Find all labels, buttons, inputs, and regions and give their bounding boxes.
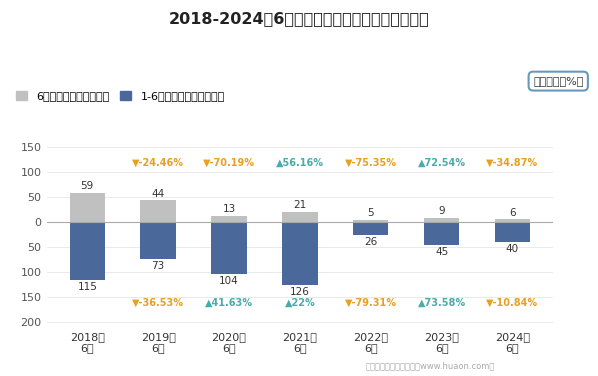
Text: ▼-34.87%: ▼-34.87% bbox=[486, 157, 538, 167]
Text: 115: 115 bbox=[77, 282, 97, 292]
Text: 44: 44 bbox=[151, 189, 165, 199]
Text: 2018-2024年6月郑州商品交易所棉纱期货成交量: 2018-2024年6月郑州商品交易所棉纱期货成交量 bbox=[169, 11, 429, 26]
Text: 21: 21 bbox=[293, 200, 306, 210]
Bar bbox=[141, 222, 176, 259]
Bar bbox=[69, 193, 105, 222]
Bar bbox=[141, 200, 176, 222]
Text: 同比增速（%）: 同比增速（%） bbox=[533, 76, 584, 86]
Bar bbox=[282, 222, 318, 285]
Text: 13: 13 bbox=[222, 204, 236, 214]
Text: ▼-10.84%: ▼-10.84% bbox=[486, 298, 538, 308]
Text: ▲56.16%: ▲56.16% bbox=[276, 157, 324, 167]
Text: 73: 73 bbox=[151, 261, 165, 271]
Text: ▲72.54%: ▲72.54% bbox=[417, 157, 466, 167]
Text: ▲73.58%: ▲73.58% bbox=[417, 298, 466, 308]
Text: ▼-24.46%: ▼-24.46% bbox=[132, 157, 184, 167]
Bar bbox=[495, 222, 530, 242]
Bar bbox=[495, 219, 530, 222]
Text: ▲22%: ▲22% bbox=[285, 298, 315, 308]
Bar bbox=[69, 222, 105, 280]
Text: 40: 40 bbox=[506, 244, 519, 254]
Legend: 6月期货成交量（万手）, 1-6月期货成交量（万手）: 6月期货成交量（万手）, 1-6月期货成交量（万手） bbox=[11, 87, 229, 106]
Text: 制图：华经产业研究院（www.huaon.com）: 制图：华经产业研究院（www.huaon.com） bbox=[366, 361, 495, 370]
Text: 6: 6 bbox=[509, 208, 515, 218]
Bar bbox=[353, 220, 389, 222]
Bar bbox=[424, 218, 459, 222]
Text: ▲41.63%: ▲41.63% bbox=[205, 298, 253, 308]
Bar bbox=[211, 216, 247, 222]
Text: 59: 59 bbox=[81, 181, 94, 191]
Text: 45: 45 bbox=[435, 247, 448, 257]
Text: 9: 9 bbox=[438, 206, 445, 216]
Text: ▼-36.53%: ▼-36.53% bbox=[132, 298, 184, 308]
Bar bbox=[424, 222, 459, 245]
Text: ▼-70.19%: ▼-70.19% bbox=[203, 157, 255, 167]
Bar bbox=[211, 222, 247, 274]
Text: ▼-79.31%: ▼-79.31% bbox=[344, 298, 396, 308]
Bar bbox=[282, 212, 318, 222]
Text: 104: 104 bbox=[219, 276, 239, 286]
Text: ▼-75.35%: ▼-75.35% bbox=[344, 157, 396, 167]
Text: 26: 26 bbox=[364, 237, 377, 247]
Text: 126: 126 bbox=[290, 287, 310, 297]
Text: 5: 5 bbox=[367, 208, 374, 218]
Bar bbox=[353, 222, 389, 235]
